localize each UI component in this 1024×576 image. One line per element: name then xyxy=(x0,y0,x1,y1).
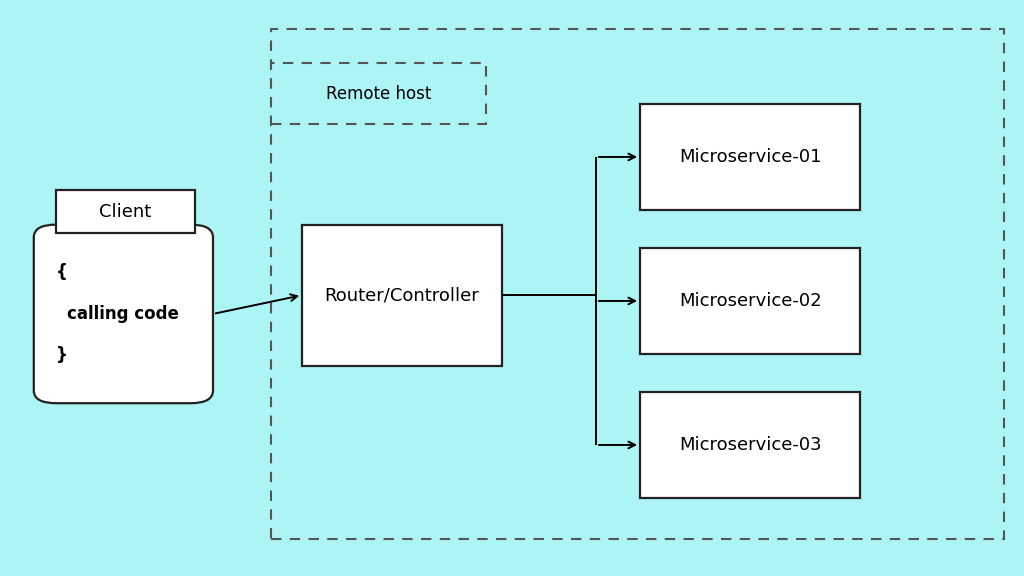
Bar xyxy=(640,104,860,210)
Text: Microservice-01: Microservice-01 xyxy=(679,148,821,166)
Text: Client: Client xyxy=(99,203,152,221)
Bar xyxy=(640,392,860,498)
Text: Microservice-02: Microservice-02 xyxy=(679,292,821,310)
Text: Router/Controller: Router/Controller xyxy=(325,286,479,304)
Text: calling code: calling code xyxy=(67,305,178,323)
Text: {: { xyxy=(56,263,69,282)
Text: Remote host: Remote host xyxy=(327,85,431,103)
Text: Microservice-03: Microservice-03 xyxy=(679,436,821,454)
Bar xyxy=(640,248,860,354)
Bar xyxy=(56,190,195,233)
FancyBboxPatch shape xyxy=(34,225,213,403)
Bar xyxy=(271,63,486,124)
Text: }: } xyxy=(56,346,69,365)
Bar xyxy=(302,225,502,366)
Bar xyxy=(271,29,1004,539)
